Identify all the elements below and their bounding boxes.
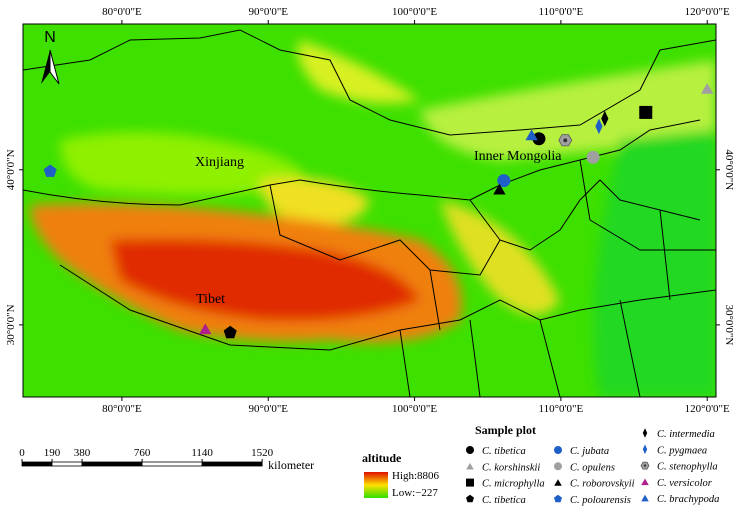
marker [641, 478, 649, 486]
marker-dot [643, 464, 647, 467]
legend-title: Sample plot [475, 423, 536, 437]
marker [601, 110, 609, 127]
legend-label: C. intermedia [657, 429, 715, 440]
scale-label: 0 [19, 447, 25, 459]
altitude-ramp [364, 472, 388, 498]
region-label: Tibet [196, 292, 225, 307]
marker [466, 462, 474, 470]
marker [466, 446, 474, 454]
marker [595, 118, 603, 135]
marker [199, 323, 212, 335]
marker [554, 494, 562, 503]
altitude-high: High:8806 [392, 470, 440, 482]
marker [493, 183, 506, 195]
scale-segment [51, 461, 83, 467]
marker [639, 105, 653, 119]
marker [554, 462, 562, 471]
marker [532, 132, 546, 146]
legend-label: C. tibetica [482, 446, 526, 457]
map-frame [22, 23, 717, 398]
scale-segment [81, 461, 143, 467]
marker [525, 129, 538, 141]
boundaries [23, 29, 716, 397]
legend-label: C. jubata [570, 446, 609, 457]
marker [554, 479, 562, 486]
lon-label: 100°0'0"E [392, 6, 437, 18]
marker [43, 164, 57, 177]
lon-label: 100°0'0"E [392, 403, 437, 415]
legend-label: C. tibetica [482, 495, 526, 506]
marker [554, 446, 562, 454]
legend-label: C. microphylla [482, 479, 545, 490]
legend-label: C. pygmaea [657, 445, 707, 456]
scale-label: 190 [44, 447, 61, 459]
north-label: N [44, 29, 56, 46]
scale-label: 380 [74, 447, 91, 459]
north-arrow [41, 50, 50, 84]
marker [223, 325, 237, 339]
lon-label: 120°0'0"E [685, 403, 730, 415]
scale-label: 1140 [191, 447, 213, 459]
altitude-title: altitude [362, 451, 402, 465]
marker [497, 174, 511, 188]
legend-label: C. brachypoda [657, 494, 719, 505]
marker [642, 444, 648, 455]
legend-label: C. korshinskii [482, 462, 540, 473]
region-label: Xinjiang [195, 155, 244, 170]
lon-label: 90°0'0"E [248, 6, 288, 18]
lon-label: 80°0'0"E [102, 6, 142, 18]
scale-label: 1520 [251, 447, 274, 459]
legend-label: C. roborovskyii [570, 479, 635, 490]
north-arrow [49, 49, 60, 85]
lat-label: 30°0'0"N [723, 304, 735, 345]
lon-label: 90°0'0"E [248, 403, 288, 415]
marker [642, 428, 648, 438]
legend-label: C. versicolor [657, 478, 713, 489]
legend-label: C. stenophylla [657, 462, 718, 473]
scale-segment [21, 461, 53, 467]
lat-label: 30°0'0"N [5, 304, 17, 345]
lon-label: 110°0'0"E [539, 6, 584, 18]
marker [466, 494, 474, 503]
lat-label: 40°0'0"N [5, 149, 17, 190]
marker [701, 83, 714, 94]
region-label: Inner Mongolia [474, 149, 562, 164]
marker-dot [563, 138, 568, 143]
scale-unit: kilometer [268, 458, 314, 472]
lon-label: 120°0'0"E [685, 6, 730, 18]
altitude-low: Low:−227 [392, 487, 438, 499]
marker [641, 494, 649, 502]
scale-segment [201, 461, 263, 467]
scale-label: 760 [134, 447, 151, 459]
legend-label: C. opulens [570, 462, 615, 473]
terrain [23, 24, 716, 397]
lon-label: 110°0'0"E [539, 403, 584, 415]
lat-label: 40°0'0"N [723, 149, 735, 190]
marker [466, 478, 474, 487]
legend-label: C. polourensis [570, 495, 631, 506]
scale-segment [141, 461, 203, 467]
marker [586, 150, 600, 164]
lon-label: 80°0'0"E [102, 403, 142, 415]
